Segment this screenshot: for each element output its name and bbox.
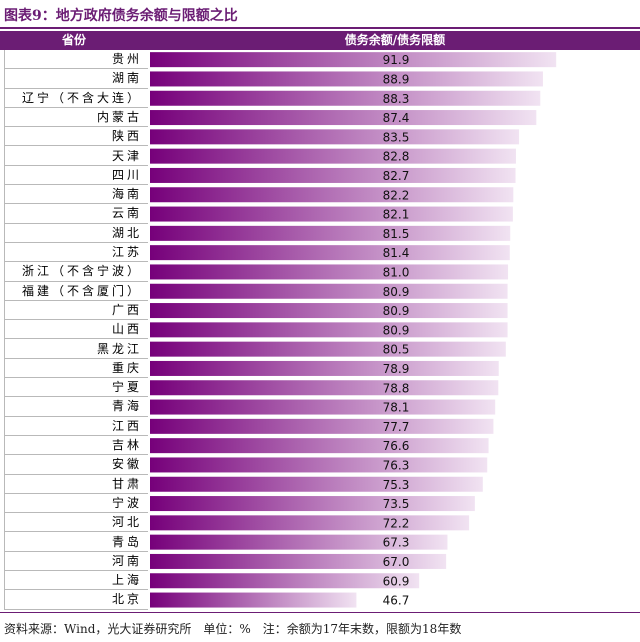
bar <box>150 52 557 68</box>
bar-value-label: 67.3 <box>383 536 410 550</box>
bar <box>150 438 489 454</box>
province-label: 黑龙江 <box>4 340 148 359</box>
bar <box>150 71 543 87</box>
bar-value-label: 82.8 <box>383 150 410 164</box>
province-label: 贵州 <box>4 50 148 70</box>
bar <box>150 283 508 299</box>
bar <box>150 245 510 261</box>
bar-value-label: 77.7 <box>383 420 410 434</box>
province-label: 湖南 <box>4 69 148 89</box>
province-label: 云南 <box>4 204 148 224</box>
province-label: 北京 <box>4 590 148 610</box>
province-label: 江西 <box>4 417 148 436</box>
bar-value-label: 81.0 <box>383 265 410 279</box>
province-label: 上海 <box>4 571 148 591</box>
bar <box>150 110 537 126</box>
bar <box>150 90 541 106</box>
bar-value-label: 80.9 <box>383 285 410 299</box>
footer-divider <box>0 612 640 613</box>
province-label: 青海 <box>4 397 148 417</box>
bar <box>150 380 499 396</box>
province-label: 内蒙古 <box>4 108 148 128</box>
bar <box>150 534 448 550</box>
province-label: 甘肃 <box>4 475 148 494</box>
province-label: 海南 <box>4 185 148 205</box>
bar <box>150 553 447 569</box>
province-label: 山西 <box>4 320 148 340</box>
bar-value-label: 76.3 <box>383 458 410 472</box>
province-label: 河北 <box>4 513 148 533</box>
bar-value-label: 73.5 <box>383 497 410 511</box>
province-label: 河南 <box>4 552 148 572</box>
bar <box>150 515 470 531</box>
province-label: 辽宁（不含大连） <box>4 89 148 108</box>
bar-value-label: 75.3 <box>383 478 410 492</box>
bar-value-label: 76.6 <box>383 439 410 453</box>
bar <box>150 167 516 183</box>
bar <box>150 322 508 338</box>
header-province: 省份 <box>61 33 86 47</box>
province-label: 安徽 <box>4 455 148 475</box>
bar <box>150 496 475 512</box>
title-divider <box>0 27 640 29</box>
bar-value-label: 83.5 <box>383 130 410 144</box>
bar-value-label: 82.2 <box>383 188 410 202</box>
table-header: 省份 债务余额/债务限额 <box>0 31 640 50</box>
bar-value-label: 60.9 <box>383 574 410 588</box>
bar-value-label: 81.4 <box>383 246 410 260</box>
bar <box>150 148 516 164</box>
bar <box>150 457 488 473</box>
chart-title: 图表9：地方政府债务余额与限额之比 <box>4 8 238 24</box>
bar <box>150 225 511 241</box>
bar-value-label: 80.5 <box>383 343 410 357</box>
bar-value-label: 46.7 <box>383 594 410 608</box>
province-label: 浙江（不含宁波） <box>4 262 148 282</box>
bar-value-label: 87.4 <box>383 111 410 125</box>
bar <box>150 264 509 280</box>
province-label: 湖北 <box>4 224 148 243</box>
bar-value-label: 88.3 <box>383 92 410 106</box>
province-label: 重庆 <box>4 359 148 379</box>
province-label: 天津 <box>4 147 148 166</box>
bar-plot: 91.9 88.9 88.3 87.4 83.5 82.8 82.7 82.2 82.1 81.5… <box>150 52 557 608</box>
bar <box>150 341 506 357</box>
bar-value-label: 72.2 <box>383 516 410 530</box>
bar <box>150 206 513 222</box>
bar-value-label: 78.1 <box>383 401 410 415</box>
bar-value-label: 82.1 <box>383 208 410 222</box>
bar-value-label: 78.9 <box>383 362 410 376</box>
header-ratio: 债务余额/债务限额 <box>344 33 446 47</box>
province-column: 贵州 湖南 辽宁（不含大连） 内蒙古 陕西 天津 四川 海南 云南 湖北 江苏 浙江（不含宁波） 福建（… <box>4 50 148 610</box>
bar <box>150 592 357 608</box>
bar <box>150 129 520 145</box>
bar-value-label: 81.5 <box>383 227 410 241</box>
bar-value-label: 67.0 <box>383 555 410 569</box>
province-label: 四川 <box>4 166 148 186</box>
bar-value-label: 80.9 <box>383 323 410 337</box>
bar-value-label: 80.9 <box>383 304 410 318</box>
province-label: 广西 <box>4 301 148 321</box>
bar <box>150 418 494 434</box>
province-label: 福建（不含厦门） <box>4 282 148 301</box>
bar-value-label: 91.9 <box>383 53 410 67</box>
province-label: 吉林 <box>4 436 148 456</box>
bar-value-label: 82.7 <box>383 169 410 183</box>
bar <box>150 399 496 415</box>
source-note: 资料来源：Wind，光大证券研究所 单位：% 注：余额为17年末数，限额为18年… <box>4 622 462 636</box>
bar-value-label: 78.8 <box>383 381 410 395</box>
province-label: 陕西 <box>4 127 148 147</box>
province-label: 宁波 <box>4 494 148 514</box>
province-label: 江苏 <box>4 243 148 263</box>
bar <box>150 476 483 492</box>
bar <box>150 360 499 376</box>
province-label: 青岛 <box>4 533 148 552</box>
province-label: 宁夏 <box>4 378 148 398</box>
bar <box>150 573 420 589</box>
bar <box>150 187 514 203</box>
bar <box>150 303 508 319</box>
bar-value-label: 88.9 <box>383 72 410 86</box>
